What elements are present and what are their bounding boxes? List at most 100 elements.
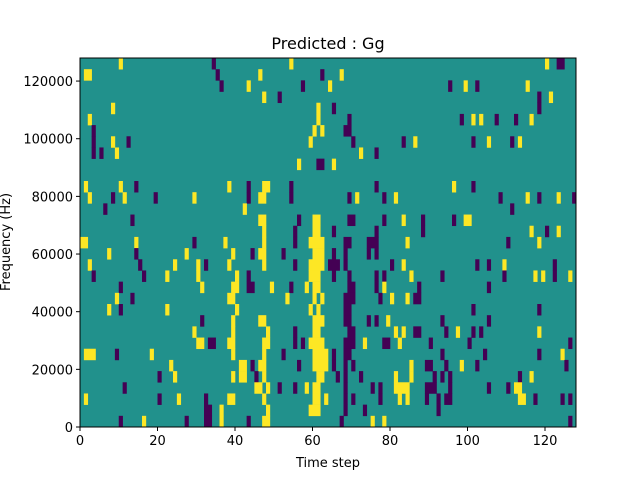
heatmap-cell-value-0 — [444, 326, 449, 338]
heatmap-cell-value-0 — [343, 292, 356, 305]
heatmap-cell-value-2 — [393, 192, 399, 204]
heatmap-cell-value-0 — [293, 259, 298, 271]
heatmap-cell-value-2 — [176, 393, 182, 405]
heatmap-cell-value-2 — [304, 382, 309, 394]
heatmap-cell-value-2 — [258, 315, 267, 327]
heatmap-cell-value-0 — [479, 326, 484, 338]
heatmap-cell-value-0 — [494, 113, 499, 126]
heatmap-cell-value-0 — [378, 292, 383, 305]
heatmap-cell-value-0 — [448, 382, 453, 394]
heatmap-cell-value-0 — [486, 315, 492, 327]
heatmap-cell-value-0 — [471, 136, 476, 148]
heatmap-cell-value-2 — [401, 214, 406, 227]
heatmap-cell-value-2 — [308, 304, 313, 316]
heatmap-cell-value-0 — [316, 158, 325, 171]
heatmap-cell-value-0 — [347, 281, 356, 294]
heatmap-cell-value-2 — [266, 382, 271, 394]
heatmap-cell-value-0 — [390, 259, 395, 271]
heatmap-cell-value-0 — [343, 393, 348, 405]
heatmap-cell-value-2 — [308, 259, 325, 271]
x-tick-label: 120 — [533, 434, 558, 449]
heatmap-cell-value-0 — [537, 304, 542, 316]
heatmap-cell-value-0 — [440, 371, 445, 383]
heatmap-cell-value-2 — [316, 304, 321, 316]
heatmap-cell-value-0 — [91, 270, 96, 282]
heatmap-cell-value-0 — [289, 181, 294, 193]
x-axis: 0 20 40 60 80 100 120 — [76, 427, 558, 449]
heatmap-cell-value-0 — [347, 214, 356, 227]
plot-area — [79, 57, 577, 428]
heatmap-cell-value-0 — [331, 359, 337, 372]
heatmap-cell-value-2 — [548, 91, 554, 104]
heatmap-cell-value-0 — [331, 225, 337, 238]
heatmap-cell-value-2 — [111, 102, 116, 115]
x-axis-label: Time step — [295, 456, 360, 471]
heatmap-cell-value-0 — [498, 192, 503, 204]
heatmap-cell-value-2 — [200, 281, 205, 294]
heatmap-cell-value-2 — [262, 225, 267, 238]
heatmap-cell-value-2 — [308, 270, 321, 282]
heatmap-cell-value-0 — [320, 69, 325, 81]
heatmap-cell-value-2 — [149, 348, 154, 361]
heatmap-cell-value-2 — [262, 371, 267, 383]
heatmap-cell-value-0 — [568, 415, 573, 428]
heatmap-cell-value-2 — [529, 371, 534, 383]
heatmap-cell-value-2 — [320, 292, 325, 305]
heatmap-cell-value-0 — [421, 214, 426, 227]
heatmap-cell-value-2 — [459, 359, 464, 372]
heatmap-cell-value-2 — [397, 337, 402, 350]
heatmap-cell-value-0 — [506, 382, 511, 394]
heatmap-cell-value-0 — [343, 337, 356, 350]
heatmap-cell-value-2 — [262, 181, 271, 193]
heatmap-cell-value-0 — [413, 292, 422, 305]
heatmap-cell-value-2 — [386, 315, 391, 327]
heatmap-cell-value-2 — [83, 181, 89, 193]
heatmap-cell-value-2 — [312, 326, 321, 338]
heatmap-cell-value-0 — [475, 359, 480, 372]
heatmap-cell-value-0 — [134, 181, 139, 193]
heatmap-cell-value-0 — [157, 371, 162, 383]
heatmap-cell-value-2 — [83, 348, 96, 361]
heatmap-cell-value-2 — [269, 281, 275, 294]
heatmap-cell-value-2 — [231, 281, 240, 294]
heatmap-cell-value-0 — [343, 315, 352, 327]
heatmap-cell-value-0 — [475, 259, 480, 271]
heatmap-cell-value-2 — [219, 404, 224, 417]
heatmap-cell-value-2 — [409, 270, 414, 282]
heatmap-cell-value-0 — [343, 359, 348, 372]
heatmap-cell-value-0 — [103, 203, 108, 215]
heatmap-cell-value-0 — [114, 348, 120, 361]
heatmap-cell-value-2 — [312, 248, 325, 260]
heatmap-cell-value-0 — [343, 371, 348, 383]
y-tick-label: 20000 — [32, 363, 73, 378]
heatmap-cell-value-2 — [331, 158, 337, 171]
heatmap-cell-value-2 — [529, 225, 534, 238]
heatmap-cell-value-2 — [537, 236, 542, 249]
heatmap-cell-value-0 — [250, 248, 255, 260]
heatmap-cell-value-0 — [552, 259, 557, 271]
heatmap-cell-value-2 — [312, 225, 321, 238]
heatmap-cell-value-2 — [114, 292, 120, 305]
heatmap-cell-value-2 — [262, 393, 267, 405]
heatmap-cell-value-0 — [192, 236, 197, 249]
heatmap-cell-value-2 — [537, 326, 542, 338]
heatmap-cell-value-0 — [374, 248, 379, 260]
heatmap-cell-value-2 — [312, 348, 329, 361]
heatmap-cell-value-2 — [223, 236, 228, 249]
heatmap-cell-value-2 — [227, 337, 236, 350]
heatmap-cell-value-2 — [316, 113, 321, 126]
y-tick-label: 40000 — [32, 306, 73, 321]
y-axis: 0 20000 40000 60000 80000 100000 120000 — [23, 75, 80, 436]
heatmap-cell-value-2 — [196, 337, 205, 350]
heatmap-cell-value-0 — [219, 80, 224, 92]
heatmap-cell-value-0 — [343, 259, 348, 271]
heatmap-cell-value-0 — [572, 192, 577, 204]
heatmap-cell-value-2 — [390, 292, 395, 305]
heatmap-cell-value-2 — [258, 192, 267, 204]
heatmap-cell-value-2 — [246, 80, 251, 92]
heatmap-cell-value-0 — [138, 259, 143, 271]
heatmap-cell-value-0 — [428, 337, 433, 350]
heatmap-cell-value-2 — [517, 136, 523, 148]
heatmap-cell-value-2 — [235, 304, 240, 316]
heatmap-cell-value-2 — [87, 192, 92, 204]
